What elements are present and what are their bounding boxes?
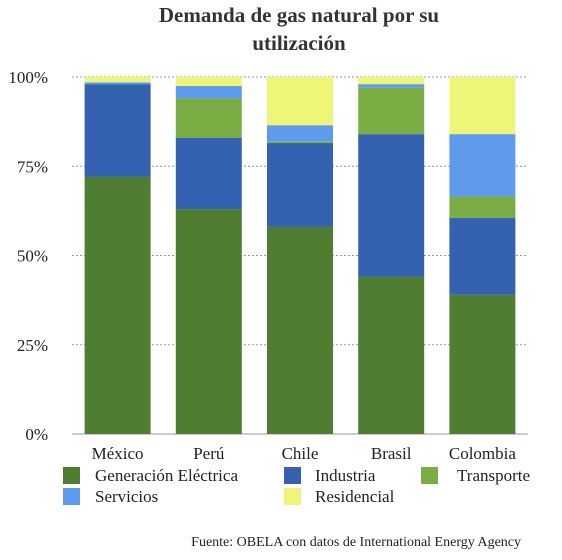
bar-3-1 bbox=[358, 134, 425, 277]
legend-label-3: Servicios bbox=[95, 487, 158, 506]
legend: Generación Eléctrica Industria Transporte S… bbox=[63, 466, 530, 506]
bar-2-3 bbox=[267, 125, 333, 142]
y-tick-label-4: 100% bbox=[8, 68, 48, 87]
bar-4-3 bbox=[449, 134, 516, 197]
bar-0-0 bbox=[84, 176, 151, 434]
y-tick-label-3: 75% bbox=[17, 157, 48, 176]
x-axis-ticks: México Perú Chile Brasil Colombia bbox=[92, 444, 517, 463]
bar-3-2 bbox=[358, 87, 425, 135]
x-tick-label-2: Chile bbox=[282, 444, 319, 463]
legend-label-0: Generación Eléctrica bbox=[95, 466, 238, 485]
y-tick-label-2: 50% bbox=[17, 247, 48, 266]
legend-swatch-3 bbox=[63, 488, 80, 505]
bar-1-1 bbox=[175, 137, 242, 210]
bar-3-3 bbox=[358, 84, 425, 88]
bar-1-4 bbox=[175, 77, 242, 86]
y-tick-label-1: 25% bbox=[17, 336, 48, 355]
bar-0-3 bbox=[84, 82, 151, 85]
bar-0-1 bbox=[84, 84, 151, 177]
legend-label-1: Industria bbox=[315, 466, 376, 485]
bar-4-0 bbox=[449, 294, 516, 434]
legend-swatch-0 bbox=[63, 467, 80, 484]
bar-2-4 bbox=[267, 77, 333, 126]
bar-1-3 bbox=[175, 85, 242, 99]
y-tick-label-0: 0% bbox=[25, 425, 48, 444]
bar-4-2 bbox=[449, 196, 516, 219]
source-note: Fuente: OBELA con datos de International… bbox=[191, 535, 521, 550]
bar-4-4 bbox=[449, 77, 516, 135]
bar-3-4 bbox=[358, 77, 425, 85]
x-tick-label-1: Perú bbox=[193, 444, 225, 463]
bar-4-1 bbox=[449, 218, 516, 295]
x-tick-label-4: Colombia bbox=[449, 444, 517, 463]
y-axis-ticks: 0% 25% 50% 75% 100% bbox=[8, 68, 48, 444]
bar-0-4 bbox=[84, 77, 151, 83]
bars bbox=[84, 77, 516, 434]
bar-3-0 bbox=[358, 276, 425, 434]
legend-swatch-1 bbox=[284, 467, 301, 484]
chart-title-line-1: Demanda de gas natural por su bbox=[159, 3, 440, 27]
legend-label-4: Residencial bbox=[315, 487, 395, 506]
bar-2-0 bbox=[267, 226, 333, 434]
bar-2-2 bbox=[267, 141, 333, 144]
x-tick-label-0: México bbox=[92, 444, 144, 463]
legend-label-2: Transporte bbox=[457, 466, 530, 485]
bar-1-2 bbox=[175, 98, 242, 138]
x-tick-label-3: Brasil bbox=[371, 444, 412, 463]
bar-1-0 bbox=[175, 209, 242, 434]
legend-swatch-4 bbox=[284, 488, 301, 505]
bar-2-1 bbox=[267, 143, 333, 227]
chart-title-line-2: utilización bbox=[252, 31, 346, 55]
legend-swatch-2 bbox=[421, 467, 438, 484]
